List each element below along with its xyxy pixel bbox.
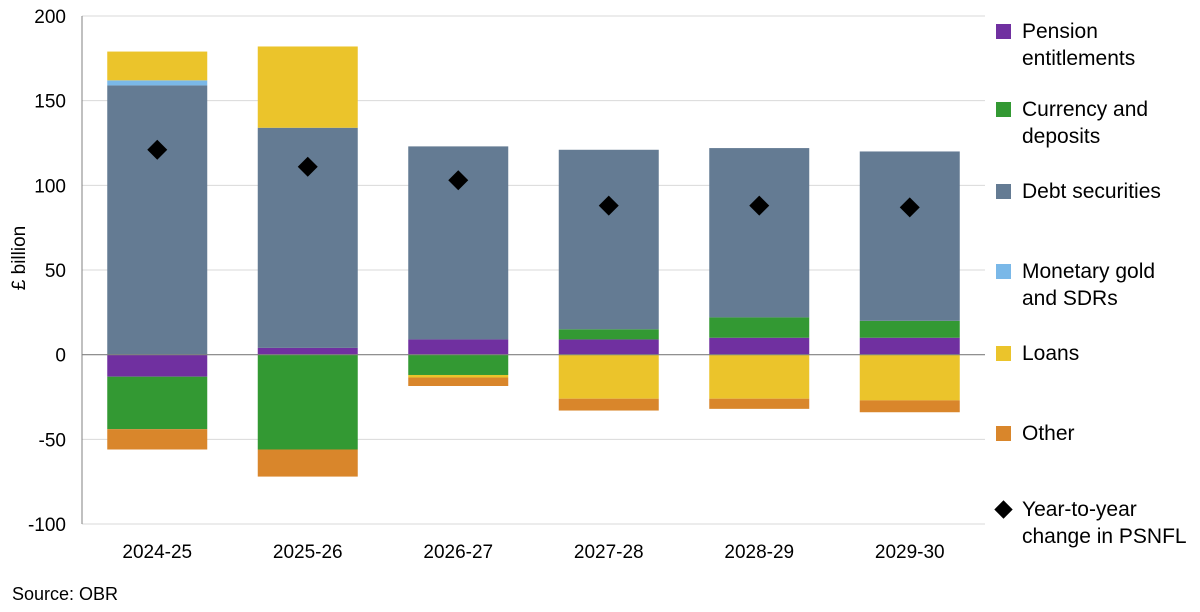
legend-label: Monetary gold and SDRs: [1022, 260, 1156, 310]
y-tick-label: 200: [34, 7, 66, 28]
bar-segment-other-2024-25: [107, 429, 208, 450]
diamond-marker-icon: [994, 500, 1013, 519]
psnfl-marker-2025-26: [297, 156, 318, 177]
bar-segment-other-2025-26: [257, 449, 358, 477]
bar-segment-other-2029-30: [859, 400, 960, 413]
psnfl-marker-2026-27: [448, 170, 469, 191]
bar-segment-currency-and-deposits-2024-25: [107, 376, 208, 430]
x-tick-label: 2024-25: [122, 542, 192, 563]
bar-segment-debt-securities-2024-25: [107, 85, 208, 355]
legend-swatch: [996, 102, 1011, 117]
legend-label: Currency and deposits: [1022, 98, 1149, 148]
psnfl-marker-2024-25: [147, 139, 168, 160]
bar-segment-debt-securities-2028-29: [709, 148, 810, 318]
bar-segment-monetary-gold-and-sdrs-2024-25: [107, 80, 208, 86]
y-tick-label: 100: [34, 176, 66, 197]
bar-segment-pension-entitlements-2028-29: [709, 337, 810, 355]
x-tick-label: 2028-29: [724, 542, 794, 563]
legend-swatch: [996, 184, 1011, 199]
legend-label: Debt securities: [1022, 180, 1161, 203]
legend-label: Loans: [1022, 342, 1080, 365]
y-axis-title: £ billion: [9, 226, 30, 290]
bar-segment-currency-and-deposits-2028-29: [709, 317, 810, 338]
bar-segment-loans-2024-25: [107, 51, 208, 81]
bar-segment-pension-entitlements-2027-28: [558, 339, 659, 355]
bar-segment-other-2028-29: [709, 398, 810, 409]
bar-segment-pension-entitlements-2025-26: [257, 347, 358, 355]
y-tick-label: -50: [39, 430, 66, 451]
legend-label: Pension entitlements: [1022, 20, 1136, 70]
bar-segment-pension-entitlements-2024-25: [107, 354, 208, 377]
bar-segment-currency-and-deposits-2025-26: [257, 354, 358, 450]
y-tick-label: -100: [28, 515, 66, 536]
bar-segment-currency-and-deposits-2026-27: [408, 354, 509, 375]
source-note: Source: OBR: [12, 584, 119, 604]
bar-segment-loans-2028-29: [709, 354, 810, 399]
legend-swatch: [996, 426, 1011, 441]
legend-swatch: [996, 346, 1011, 361]
psnfl-marker-2028-29: [749, 195, 770, 216]
x-tick-label: 2029-30: [875, 542, 945, 563]
psnfl-marker-2027-28: [598, 195, 619, 216]
bar-segment-currency-and-deposits-2029-30: [859, 320, 960, 338]
legend-label: Year-to-year change in PSNFL: [1022, 498, 1187, 548]
legend-swatch: [996, 24, 1011, 39]
legend: Pension entitlements Currency and deposit…: [994, 10, 1196, 570]
bar-segment-currency-and-deposits-2027-28: [558, 329, 659, 340]
bar-segment-pension-entitlements-2029-30: [859, 337, 960, 355]
x-tick-label: 2025-26: [273, 542, 343, 563]
bar-segment-debt-securities-2027-28: [558, 149, 659, 330]
bar-segment-other-2026-27: [408, 377, 509, 386]
bar-segment-other-2027-28: [558, 398, 659, 411]
y-tick-label: 150: [34, 92, 66, 113]
bar-segment-debt-securities-2029-30: [859, 151, 960, 321]
psnfl-marker-2029-30: [899, 197, 920, 218]
bar-segment-loans-2029-30: [859, 354, 960, 401]
legend-label: Other: [1022, 422, 1075, 445]
bar-segment-pension-entitlements-2026-27: [408, 339, 509, 355]
y-tick-label: 50: [45, 261, 66, 282]
x-tick-label: 2026-27: [423, 542, 493, 563]
bar-segment-loans-2027-28: [558, 354, 659, 399]
x-tick-label: 2027-28: [574, 542, 644, 563]
y-tick-label: 0: [55, 346, 66, 367]
bar-segment-loans-2026-27: [408, 374, 509, 378]
bar-segment-loans-2025-26: [257, 46, 358, 128]
legend-swatch: [996, 264, 1011, 279]
